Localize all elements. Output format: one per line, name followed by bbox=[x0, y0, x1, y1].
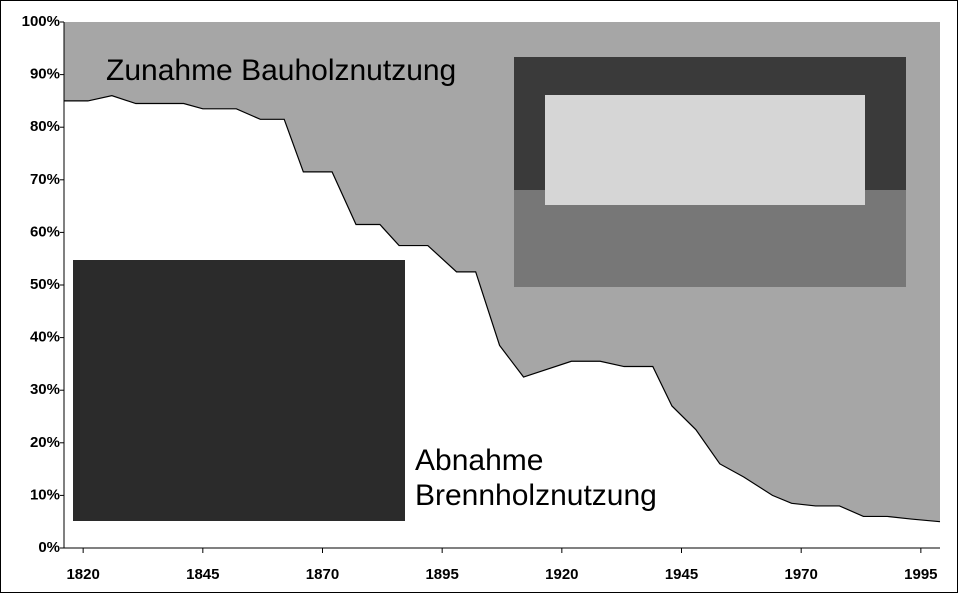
y-tick-label: 90% bbox=[30, 66, 60, 83]
y-tick-label: 100% bbox=[22, 13, 60, 30]
x-tick-label: 1845 bbox=[186, 566, 219, 583]
photo-firewood bbox=[73, 260, 405, 521]
x-tick-label: 1970 bbox=[784, 566, 817, 583]
x-tick-label: 1895 bbox=[425, 566, 458, 583]
y-tick-label: 30% bbox=[30, 381, 60, 398]
annotation-lower: Abnahme bbox=[415, 444, 543, 477]
y-tick-label: 60% bbox=[30, 223, 60, 240]
annotation-lower: Brennholznutzung bbox=[415, 479, 657, 512]
y-tick-label: 80% bbox=[30, 118, 60, 135]
y-tick-label: 50% bbox=[30, 276, 60, 293]
y-tick-label: 0% bbox=[38, 539, 60, 556]
chart: Zunahme Bauholznutzung Abnahme Brennholz… bbox=[0, 0, 959, 594]
x-tick-label: 1995 bbox=[904, 566, 937, 583]
x-tick-label: 1820 bbox=[66, 566, 99, 583]
annotation-upper: Zunahme Bauholznutzung bbox=[106, 54, 456, 87]
y-tick-label: 10% bbox=[30, 486, 60, 503]
x-tick-label: 1920 bbox=[545, 566, 578, 583]
y-tick-label: 70% bbox=[30, 171, 60, 188]
y-tick-label: 20% bbox=[30, 434, 60, 451]
y-tick-label: 40% bbox=[30, 329, 60, 346]
x-tick-label: 1870 bbox=[306, 566, 339, 583]
photo-logs bbox=[545, 95, 865, 205]
x-tick-label: 1945 bbox=[665, 566, 698, 583]
